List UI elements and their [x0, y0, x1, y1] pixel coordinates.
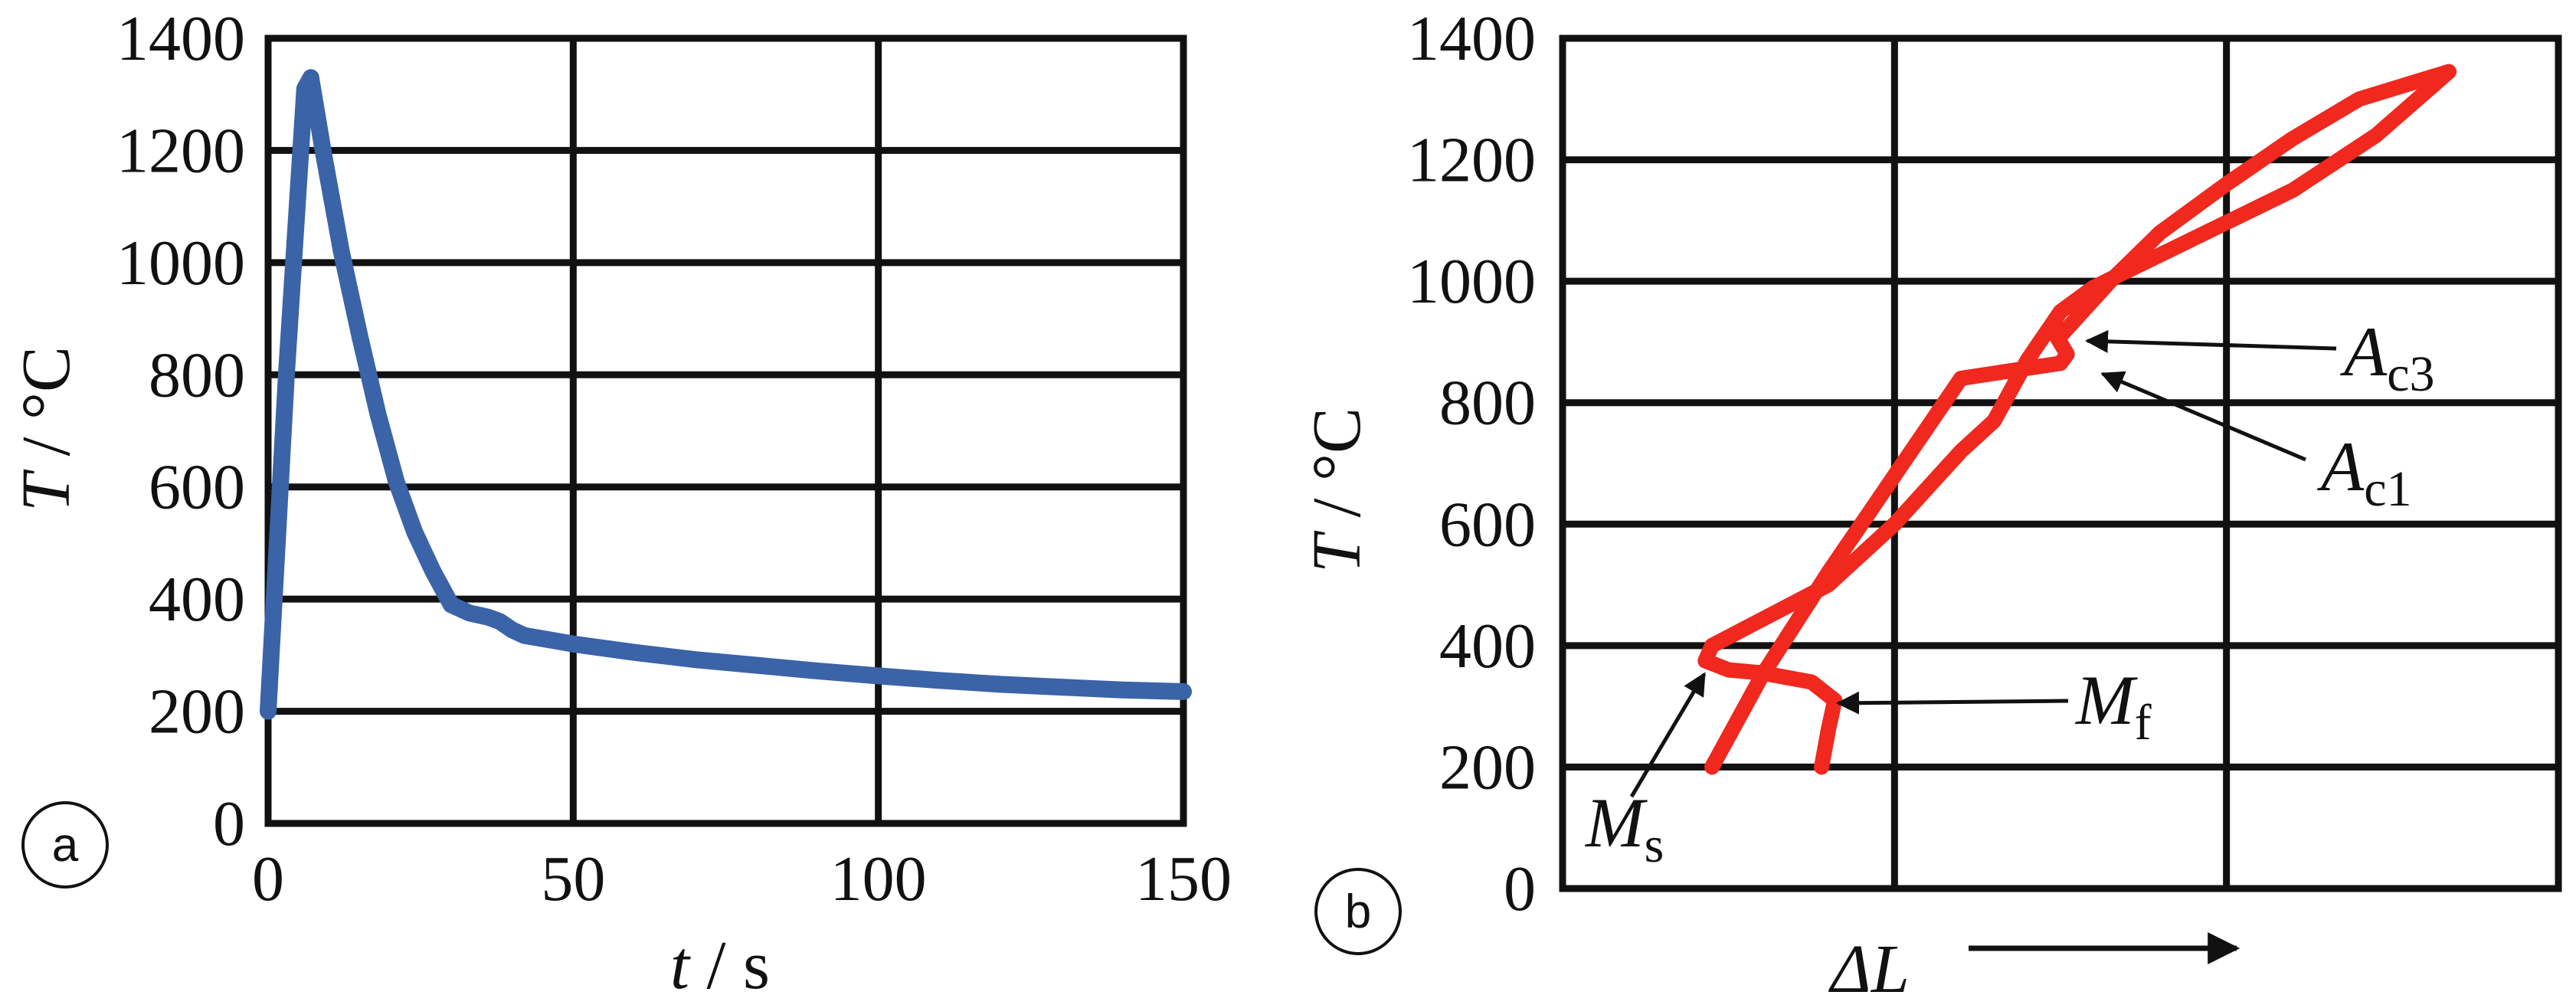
panel-a-y-tick-label: 1400 [116, 3, 245, 74]
mf-label: Mf [2074, 661, 2152, 751]
panel-a-x-tick-label: 150 [1135, 843, 1232, 915]
panel-b-y-tick-label: 0 [1504, 853, 1536, 925]
ac3-arrow [2085, 329, 2337, 353]
panel-a-x-tick-label: 0 [252, 843, 284, 915]
panel-a-time-temperature-chart: 0 200 400 600 800 1000 1200 1400 0 50 100 150 T / … [8, 3, 1232, 995]
panel-a-x-tick-label: 50 [541, 843, 605, 915]
panel-a-x-tick-label: 100 [830, 843, 927, 915]
ms-label: Ms [1584, 784, 1664, 873]
panel-b-letter-circle [1314, 868, 1402, 955]
panel-a-x-axis-label: t / s [670, 928, 770, 995]
panel-b-series-lines [1697, 64, 2457, 775]
panel-b-y-axis-label: T / °C [1299, 407, 1375, 573]
panel-a-y-tick-label: 800 [149, 339, 245, 411]
panel-b-plot-frame [1559, 34, 2562, 892]
panel-b-y-tick-label: 1000 [1407, 246, 1536, 317]
ac1-arrow [2100, 371, 2306, 462]
mf-arrow [1836, 691, 2069, 715]
panel-b-letter: b [1345, 885, 1371, 938]
panel-a-y-tick-label: 400 [149, 564, 245, 635]
panel-b-x-axis-label: ΔL [1828, 931, 1910, 995]
panel-a-grid [268, 38, 1183, 823]
panel-a-y-tick-label: 1000 [116, 227, 245, 299]
panel-a-y-axis-label: T / °C [8, 346, 84, 512]
panel-a-x-tick-labels: 0 50 100 150 [252, 843, 1232, 915]
panel-a-y-tick-labels: 0 200 400 600 800 1000 1200 1400 [116, 3, 245, 859]
ac3-label: Ac3 [2339, 313, 2435, 402]
panel-a-y-tick-label: 200 [149, 676, 245, 748]
panel-a-letter-circle [21, 801, 109, 889]
ms-arrow [1629, 672, 1707, 798]
panel-b-cooling-curve [1697, 64, 2457, 775]
panel-b-annotations: Ac3 Ac1 Mf Ms [1584, 313, 2435, 873]
panel-b-y-tick-label: 400 [1439, 610, 1536, 682]
ac1-label: Ac1 [2316, 427, 2412, 517]
panel-a-y-tick-label: 0 [213, 788, 245, 859]
panel-b-grid [1563, 38, 2558, 889]
panel-b-y-tick-label: 600 [1439, 489, 1536, 560]
panel-b-y-tick-label: 1400 [1407, 3, 1536, 74]
panel-b-y-tick-label: 800 [1439, 368, 1536, 439]
panel-b-y-tick-labels: 0 200 400 600 800 1000 1200 1400 [1407, 3, 1536, 925]
panel-a-y-tick-label: 1200 [116, 115, 245, 186]
panel-a-y-tick-label: 600 [149, 452, 245, 523]
panel-a-letter: a [52, 819, 79, 872]
panel-b-y-tick-label: 1200 [1407, 125, 1536, 196]
panel-b-y-tick-label: 200 [1439, 732, 1536, 803]
panel-a-series-line [260, 69, 1192, 720]
panel-a-plot-frame [264, 34, 1187, 827]
